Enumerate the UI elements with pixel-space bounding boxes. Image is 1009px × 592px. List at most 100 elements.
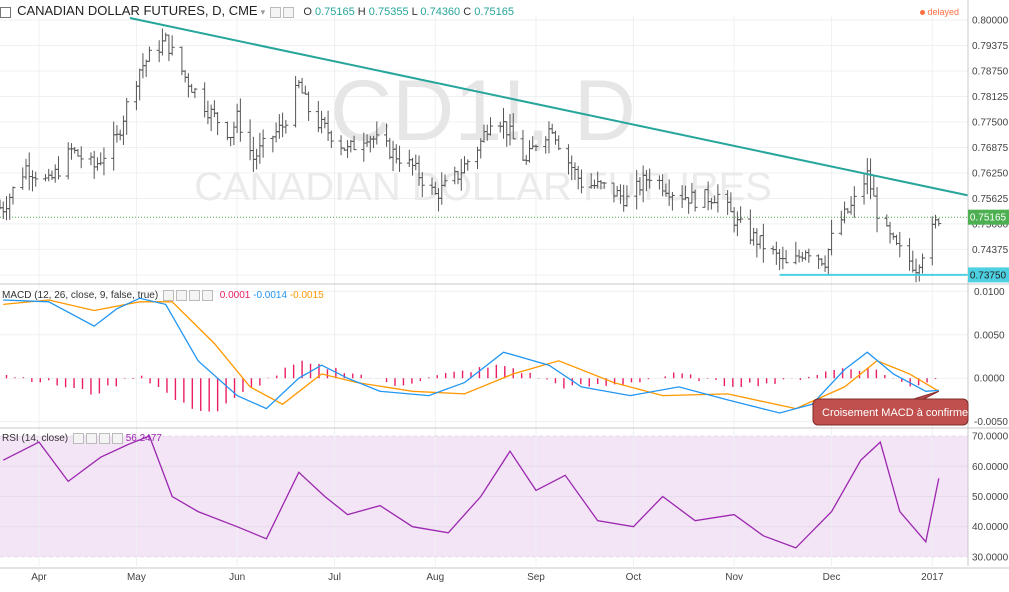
ohlc-bar <box>799 251 805 262</box>
ohlc-bar <box>760 223 766 263</box>
ohlc-bar <box>783 250 789 264</box>
x-tick-label: Nov <box>725 572 743 583</box>
format-icon[interactable] <box>283 6 295 18</box>
ohlc-bar <box>202 82 208 118</box>
price-tick-label: 0.78125 <box>972 92 1009 103</box>
ohlc-readout: O 0.75165 H 0.75355 L 0.74360 C 0.75165 <box>303 6 515 18</box>
ohlc-bar <box>647 168 653 189</box>
ohlc-bar <box>770 245 776 255</box>
ohlc-bar <box>26 152 32 191</box>
macd-tick-label: 0.0000 <box>974 374 1005 385</box>
ohlc-bar <box>419 172 425 197</box>
ohlc-bar <box>257 132 263 164</box>
delayed-badge: delayed <box>920 7 959 17</box>
ohlc-bar <box>185 73 191 98</box>
rsi-settings-icon[interactable] <box>85 433 97 444</box>
ohlc-bar <box>624 185 630 207</box>
ohlc-bar <box>556 135 562 151</box>
ohlc-bar <box>247 119 253 161</box>
ohlc-bar <box>487 117 493 136</box>
ohlc-bar <box>182 70 188 83</box>
macd-signal-line <box>3 299 940 410</box>
rsi-line <box>2 435 940 549</box>
ohlc-bar <box>328 130 334 148</box>
symbol-header: CANADIAN DOLLAR FUTURES, D, CME ▾ O 0.75… <box>0 3 514 18</box>
ohlc-bar <box>533 144 539 152</box>
ohlc-bar <box>228 136 234 147</box>
ohlc-bar <box>757 235 763 249</box>
ohlc-bar <box>601 181 607 189</box>
ohlc-bar <box>910 250 916 273</box>
rsi-title[interactable]: RSI (14, close) <box>2 433 69 445</box>
ohlc-bar <box>351 135 357 151</box>
ohlc-bar <box>829 219 835 256</box>
rsi-tick-label: 50.0000 <box>972 492 1009 503</box>
ohlc-bar <box>293 76 299 128</box>
ohlc-bar <box>88 152 94 166</box>
rsi-close-icon[interactable] <box>111 433 123 444</box>
ohlc-bar <box>189 83 195 93</box>
svg-text:0.73750: 0.73750 <box>970 270 1007 281</box>
ohlc-bar <box>669 191 675 211</box>
ohlc-bar <box>299 77 305 94</box>
ohlc-bar <box>280 112 286 138</box>
ohlc-bar <box>52 164 58 183</box>
x-tick-label: Jul <box>328 572 341 583</box>
ohlc-bar <box>897 231 903 258</box>
x-tick-label: 2017 <box>921 572 944 583</box>
x-tick-label: Apr <box>31 572 47 583</box>
price-tick-label: 0.74375 <box>972 245 1009 256</box>
symbol-title[interactable]: CANADIAN DOLLAR FUTURES, D, CME <box>17 3 258 18</box>
ohlc-bar <box>20 167 26 190</box>
price-tick-label: 0.76875 <box>972 143 1009 154</box>
last-price-badge: 0.75165 <box>968 209 1009 225</box>
rsi-format-icon[interactable] <box>98 433 110 444</box>
ohlc-bar <box>211 100 217 118</box>
ohlc-bar <box>920 253 926 274</box>
ohlc-bar <box>754 228 760 258</box>
ohlc-bar <box>124 98 130 135</box>
macd-tick-label: 0.0050 <box>974 330 1005 341</box>
ohlc-bar <box>111 121 117 171</box>
ohlc-bar <box>276 114 282 139</box>
macd-line-value: -0.0014 <box>253 290 288 302</box>
x-tick-label: Jun <box>229 572 245 583</box>
macd-format-icon[interactable] <box>188 290 200 301</box>
rsi-tick-label: 60.0000 <box>972 462 1009 473</box>
ohlc-bar <box>270 135 276 153</box>
ohlc-bar <box>208 104 214 132</box>
rsi-eye-icon[interactable] <box>72 433 84 444</box>
ohlc-bar <box>273 122 279 143</box>
macd-hist-value: 0.0001 <box>219 290 251 302</box>
dropdown-icon[interactable]: ▾ <box>260 7 266 17</box>
ohlc-bar <box>874 187 880 233</box>
macd-settings-icon[interactable] <box>175 290 187 301</box>
ohlc-bar <box>851 186 857 218</box>
ohlc-bar <box>747 209 753 245</box>
ohlc-bar <box>907 238 913 271</box>
rsi-value: 56.2477 <box>125 433 162 445</box>
macd-eye-icon[interactable] <box>162 290 174 301</box>
ohlc-bar <box>55 156 61 180</box>
ohlc-bar <box>98 152 104 166</box>
ohlc-bar <box>871 174 877 197</box>
macd-title[interactable]: MACD (12, 26, close, 9, false, true) <box>2 290 159 302</box>
price-tick-label: 0.76250 <box>972 168 1009 179</box>
x-tick-label: Sep <box>527 572 545 583</box>
trendline <box>129 17 969 197</box>
price-tick-label: 0.78750 <box>972 67 1009 78</box>
chart-menu-icon[interactable] <box>0 6 11 18</box>
ohlc-bar <box>913 258 919 283</box>
settings-icon[interactable] <box>270 6 282 18</box>
callout-text: Croisement MACD à confirmer <box>822 407 972 419</box>
macd-close-icon[interactable] <box>201 290 213 301</box>
ohlc-bar <box>205 100 211 125</box>
watermark-name: CANADIAN DOLLAR FUTURES <box>194 165 772 209</box>
ohlc-bar <box>887 221 893 244</box>
ohlc-bar <box>780 246 786 270</box>
ohlc-bar <box>868 158 874 200</box>
macd-header: MACD (12, 26, close, 9, false, true) 0.0… <box>2 290 324 301</box>
ohlc-bar <box>803 250 809 261</box>
